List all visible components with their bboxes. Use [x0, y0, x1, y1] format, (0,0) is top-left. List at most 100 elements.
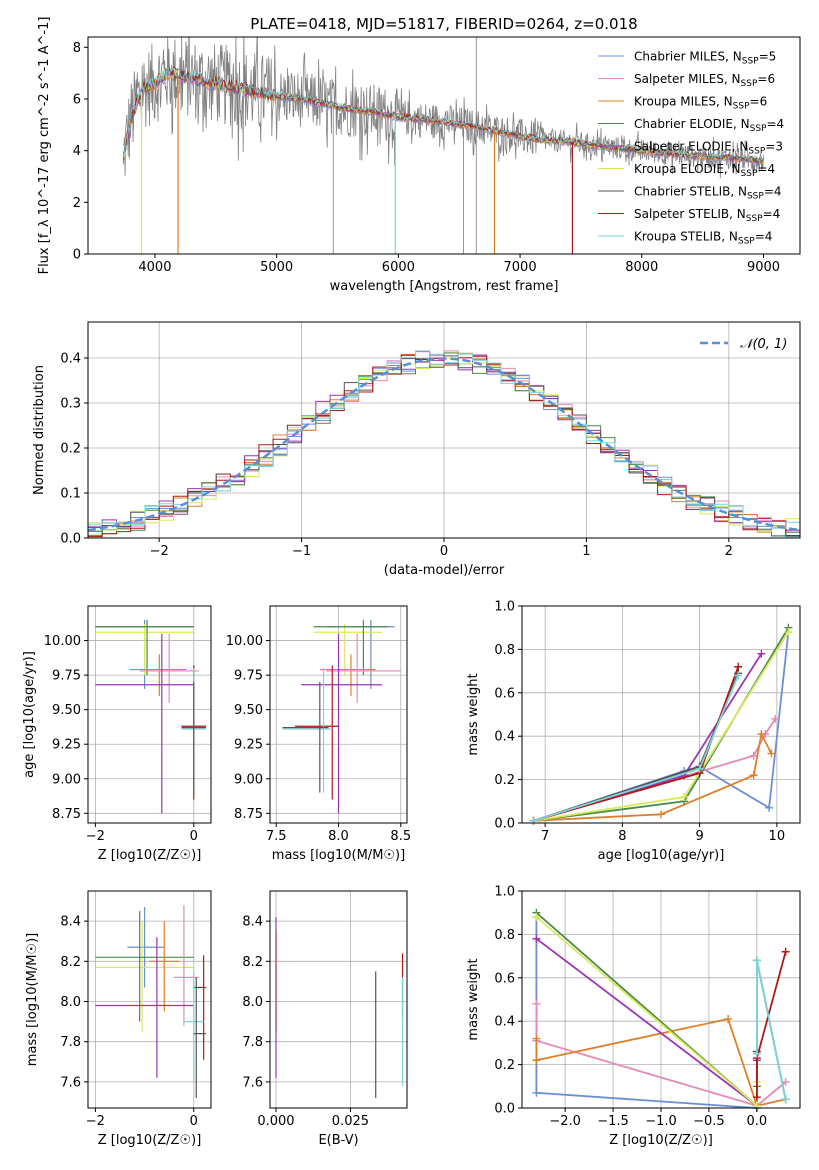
x-tick-label: −2 [86, 1114, 105, 1129]
x-tick-label: 5000 [260, 260, 293, 275]
mass-vs-ebv-axes: 0.000 0.025 7.6 7.8 8.0 8.2 8.4 E(B-V) [242, 890, 408, 1148]
y-tick-label: 0.4 [60, 352, 81, 367]
legend-entry-subscript: SSP [747, 192, 764, 202]
x-tick-label: −1.5 [597, 1114, 629, 1129]
legend-entry: Kroupa STELIB, NSSP=4 [634, 230, 772, 247]
x-tick-label: 8 [618, 829, 626, 844]
x-tick-label: 8.0 [328, 829, 349, 844]
axes-frame [521, 605, 801, 824]
mass-weight-marker [771, 714, 780, 723]
x-tick-label: 2 [725, 544, 733, 559]
x-tick-label: 6000 [382, 260, 415, 275]
y-axis-label: mass weight [466, 673, 481, 755]
legend-entry-subscript: SSP [742, 57, 759, 67]
legend-entry-tail: =4 [764, 185, 782, 199]
legend-entry-text: Salpeter STELIB, N [634, 207, 746, 221]
plot-area [95, 619, 207, 814]
y-tick-label: 9.75 [52, 669, 81, 684]
y-tick-label: 7.8 [242, 1035, 263, 1050]
y-tick-label: 0.0 [494, 817, 515, 832]
x-axis-label: Z [log10(Z/Z☉)] [609, 1133, 713, 1148]
axes-frame [87, 36, 801, 255]
x-tick-label: 1 [582, 544, 590, 559]
mass-weight-marker [532, 1056, 541, 1065]
legend-entry-tail: =5 [759, 50, 777, 64]
y-tick-label: 8.0 [242, 995, 263, 1010]
legend-entry-text: Kroupa STELIB, N [634, 230, 738, 244]
mass-weight-marker [765, 803, 774, 812]
y-tick-label: 9.75 [234, 669, 263, 684]
age-vs-mass-axes: 7.5 8.0 8.5 8.75 9.00 9.25 9.50 9.75 10.00 mass [… [226, 605, 411, 863]
axes-frame [87, 890, 212, 1109]
y-tick-label: 1.0 [494, 600, 515, 615]
mass-weight-marker [532, 913, 541, 922]
y-tick-label: 0 [73, 248, 81, 263]
y-tick-label: 0.0 [60, 532, 81, 547]
legend-entry: Kroupa ELODIE, NSSP=4 [634, 162, 775, 179]
histogram-step [88, 350, 800, 529]
mass-weight-marker [657, 810, 665, 819]
y-tick-label: 10.00 [226, 634, 263, 649]
histogram-step [88, 354, 800, 538]
legend-entry-subscript: SSP [738, 237, 755, 247]
legend-entry-text: Kroupa ELODIE, N [634, 162, 741, 176]
x-axis-label: (data-model)/error [384, 563, 505, 578]
gaussian-reference-line [88, 357, 800, 532]
x-tick-label: 8.5 [390, 829, 411, 844]
y-tick-label: 4 [73, 144, 81, 159]
legend-entry-text: Chabrier ELODIE, N [634, 117, 750, 131]
legend-entry: 𝒩(0, 1) [740, 337, 787, 352]
mass-weight-marker [781, 1095, 790, 1104]
mass-weight-marker [752, 956, 761, 965]
x-axis-label: age [log10(age/yr)] [598, 848, 725, 863]
mass-weight-marker [757, 649, 766, 658]
legend-entry-tail: =6 [757, 72, 775, 86]
x-tick-label: 9 [695, 829, 703, 844]
mass-weight-marker [749, 751, 758, 760]
mass-weight-marker [757, 730, 766, 739]
legend-entry-text: Kroupa MILES, N [634, 95, 733, 109]
x-tick-label: 10 [769, 829, 786, 844]
x-axis-label: mass [log10(M/M☉)] [272, 848, 405, 863]
axes-frame [269, 890, 408, 1109]
y-axis-label: age [log10(age/yr)] [22, 651, 37, 778]
age-vs-metallicity-axes: −2 0 8.75 9.00 9.25 9.50 9.75 10.00 Z [log10(Z/Z… [22, 605, 212, 863]
x-tick-label: 0.0 [747, 1114, 768, 1129]
x-tick-label: 7000 [504, 260, 537, 275]
spectrum-axes: 4000 5000 6000 7000 8000 9000 0 2 4 6 8 wavelength … [37, 17, 801, 294]
mass-weight-marker [767, 749, 776, 758]
mass-weight-line [535, 1003, 787, 1107]
y-tick-label: 9.00 [234, 772, 263, 787]
legend-entry: Salpeter ELODIE, NSSP=3 [634, 140, 783, 157]
y-axis-label: mass weight [466, 958, 481, 1040]
y-tick-label: 8.75 [52, 807, 81, 822]
legend-entry-text: Chabrier STELIB, N [634, 185, 747, 199]
x-tick-label: −2 [86, 829, 105, 844]
legend-entry-subscript: SSP [748, 147, 765, 157]
x-tick-label: −0.5 [693, 1114, 725, 1129]
y-tick-label: 0.4 [494, 730, 515, 745]
legend-entry: Salpeter STELIB, NSSP=4 [634, 207, 780, 224]
mass-vs-metallicity-axes: −2 0 7.6 7.8 8.0 8.2 8.4 Z [log10(Z/Z☉)] mass [l… [25, 890, 212, 1148]
plot-area [122, 37, 764, 254]
y-tick-label: 0.3 [60, 397, 81, 412]
mass-weight-vs-metallicity-axes: −2.0 −1.5 −1.0 −0.5 0.0 0.0 0.2 0.4 0.6 0.8 1.0 Z [… [466, 885, 801, 1148]
x-tick-label: −1.0 [645, 1114, 677, 1129]
y-tick-label: 0.8 [494, 928, 515, 943]
mass-weight-marker [752, 1049, 761, 1058]
x-tick-label: 9000 [747, 260, 780, 275]
legend-entry: Salpeter MILES, NSSP=6 [634, 72, 775, 89]
y-tick-label: 8.2 [242, 955, 263, 970]
y-tick-label: 0.6 [494, 971, 515, 986]
legend-entry-subscript: SSP [741, 79, 758, 89]
y-tick-label: 9.25 [52, 738, 81, 753]
legend-entry-text: Chabrier MILES, N [634, 50, 742, 64]
residual-legend: 𝒩(0, 1) [700, 337, 787, 352]
mass-weight-marker [724, 1015, 733, 1024]
mass-weight-marker [781, 1077, 790, 1086]
residual-axes: −2 −1 0 1 2 0.0 0.1 0.2 0.3 0.4 (data-model)/error… [32, 321, 801, 578]
mass-weight-marker [749, 771, 758, 780]
plot-area [282, 619, 401, 814]
axes-frame [87, 605, 212, 824]
